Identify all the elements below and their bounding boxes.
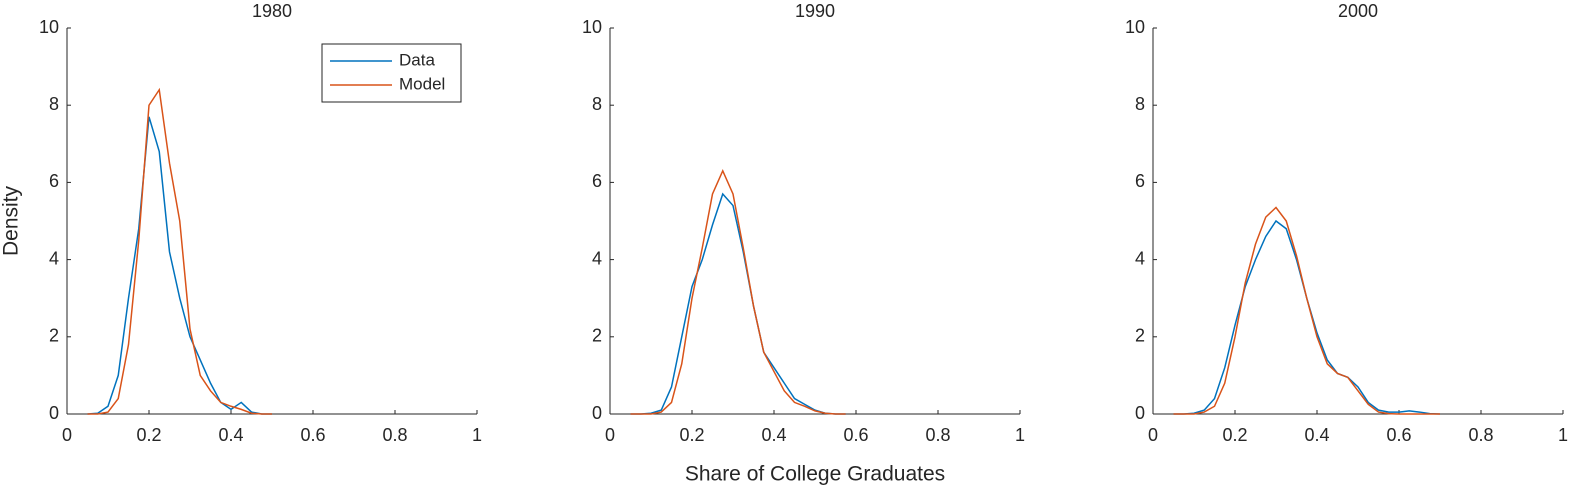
y-tick-label: 6	[49, 171, 59, 191]
x-tick-label: 1	[1015, 425, 1025, 445]
y-tick-label: 6	[1135, 171, 1145, 191]
y-tick-label: 8	[49, 94, 59, 114]
y-tick-label: 6	[592, 171, 602, 191]
y-tick-label: 4	[49, 248, 59, 268]
x-tick-label: 0.8	[1468, 425, 1493, 445]
x-tick-label: 0	[62, 425, 72, 445]
x-tick-label: 1	[1558, 425, 1568, 445]
x-tick-label: 0	[605, 425, 615, 445]
y-tick-label: 8	[592, 94, 602, 114]
y-tick-label: 4	[1135, 248, 1145, 268]
chart-title: 2000	[1338, 1, 1378, 21]
x-tick-label: 0.6	[843, 425, 868, 445]
x-tick-label: 0.4	[218, 425, 243, 445]
legend-box	[321, 43, 462, 103]
chart-title: 1980	[252, 1, 292, 21]
x-tick-label: 0.2	[1222, 425, 1247, 445]
y-axis-label: Density	[0, 185, 23, 256]
y-tick-label: 0	[1135, 403, 1145, 423]
y-tick-label: 2	[592, 326, 602, 346]
chart-title: 1990	[795, 1, 835, 21]
x-tick-label: 0.6	[300, 425, 325, 445]
x-tick-label: 0.4	[1304, 425, 1329, 445]
y-tick-label: 8	[1135, 94, 1145, 114]
density-line	[87, 87, 272, 415]
density-line	[630, 168, 846, 415]
y-tick-label: 0	[49, 403, 59, 423]
x-tick-label: 0.8	[382, 425, 407, 445]
density-line	[630, 192, 846, 415]
y-tick-label: 4	[592, 248, 602, 268]
legend-label: Data	[399, 50, 435, 69]
y-tick-label: 0	[592, 403, 602, 423]
legend-label: Model	[399, 74, 445, 93]
y-tick-label: 10	[1125, 17, 1145, 37]
x-tick-label: 0.2	[136, 425, 161, 445]
x-tick-label: 0.6	[1386, 425, 1411, 445]
x-axis-label: Share of College Graduates	[685, 463, 945, 486]
density-line	[1173, 206, 1440, 415]
y-tick-label: 10	[582, 17, 602, 37]
y-tick-label: 2	[49, 326, 59, 346]
x-tick-label: 0.4	[761, 425, 786, 445]
density-line	[87, 116, 272, 415]
x-tick-label: 0.2	[679, 425, 704, 445]
x-tick-label: 0.8	[925, 425, 950, 445]
y-tick-label: 2	[1135, 326, 1145, 346]
y-tick-label: 10	[39, 17, 59, 37]
x-tick-label: 1	[472, 425, 482, 445]
x-tick-label: 0	[1148, 425, 1158, 445]
density-line	[1173, 219, 1441, 415]
